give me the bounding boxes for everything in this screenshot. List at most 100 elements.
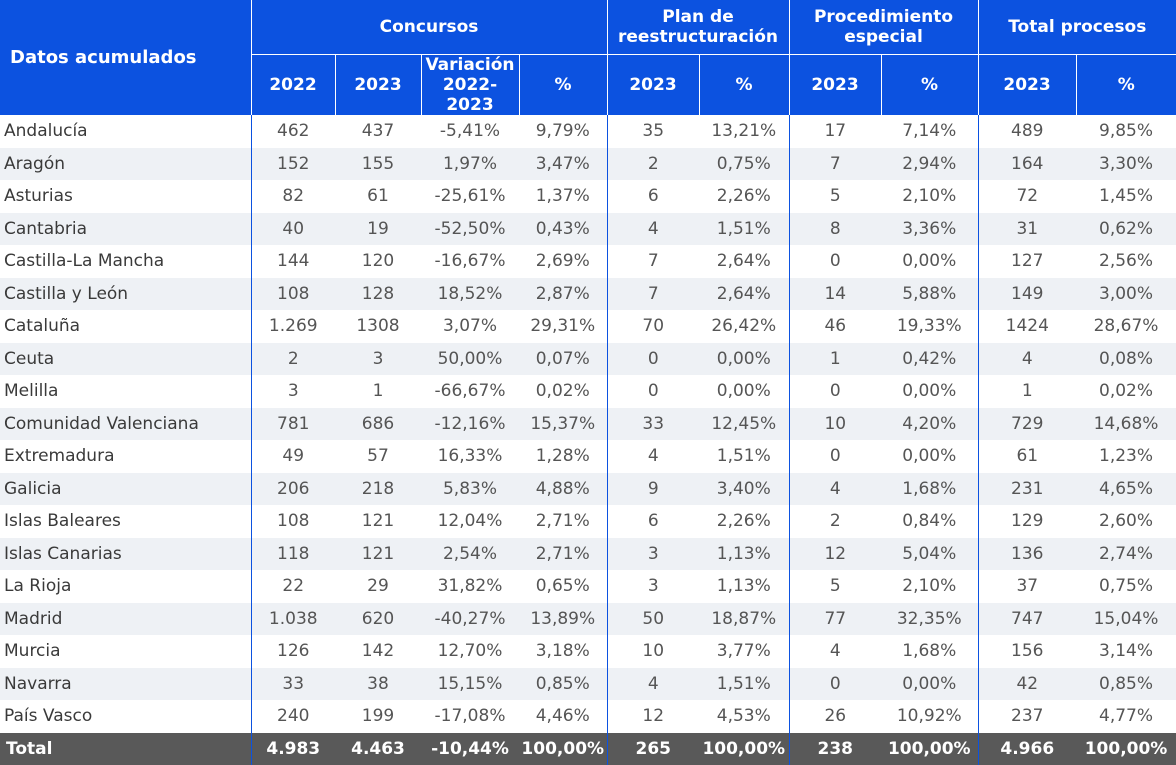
region-name: Cantabria xyxy=(0,212,251,245)
table-cell: 26,42% xyxy=(711,316,777,337)
table-cell: 747 xyxy=(977,602,1077,635)
table-cell: 206 xyxy=(250,472,335,505)
table-cell: 2,26% xyxy=(716,511,771,532)
table-cell: 72 xyxy=(977,180,1077,213)
table-cell: 0,85% xyxy=(1076,667,1176,700)
table-cell: 3 xyxy=(250,375,335,408)
table-cell: 1,13% xyxy=(716,576,771,597)
table-cell: 2,64% xyxy=(699,277,790,310)
table-cell: 2 xyxy=(788,505,882,538)
table-cell: 156 xyxy=(977,635,1077,668)
region-name: Castilla y León xyxy=(0,277,251,310)
table-cell: 2,10% xyxy=(902,576,957,597)
total-cell: 100,00% xyxy=(881,732,979,765)
table-cell: 10,92% xyxy=(896,706,962,727)
table-cell: 2,87% xyxy=(519,277,607,310)
table-cell: 3,40% xyxy=(699,472,790,505)
table-cell: 2 xyxy=(606,147,699,180)
table-cell: 77 xyxy=(788,602,882,635)
table-cell: 3,47% xyxy=(519,147,607,180)
header-corner: Datos acumulados xyxy=(0,0,251,115)
region-name: Aragón xyxy=(0,147,251,180)
group-plan: Plan de reestructuración xyxy=(606,0,790,55)
table-cell: 2,54% xyxy=(421,537,519,570)
table-cell: 31,82% xyxy=(437,576,503,597)
table-cell: 3,36% xyxy=(881,212,979,245)
total-cell: -10,44% xyxy=(421,732,519,765)
table-cell: 3,77% xyxy=(716,641,771,662)
table-cell: 28,67% xyxy=(1093,316,1159,337)
table-cell: 2,26% xyxy=(716,186,771,207)
table-row: País Vasco 240 199 -17,08% 4,46% 12 4,53% 26 10,… xyxy=(0,700,1176,733)
table-cell: 4 xyxy=(606,667,699,700)
table-cell: 70 xyxy=(606,310,699,343)
table-cell: 0,43% xyxy=(519,212,607,245)
table-cell: 240 xyxy=(250,700,335,733)
column-header: Variación 2022-2023 xyxy=(420,54,519,115)
table-cell: 12 xyxy=(788,537,882,570)
table-cell: 4,77% xyxy=(1099,706,1154,727)
table-cell: 0,00% xyxy=(902,381,957,402)
column-header: 2023 xyxy=(977,54,1077,115)
region-name: Castilla-La Mancha xyxy=(4,251,165,272)
table-cell: 7 xyxy=(606,277,699,310)
region-name: Comunidad Valenciana xyxy=(0,407,251,440)
region-name: Madrid xyxy=(0,602,251,635)
table-cell: 13,89% xyxy=(519,602,607,635)
table-cell: 37 xyxy=(977,570,1077,603)
table-cell: 2,60% xyxy=(1099,511,1154,532)
table-cell: 12,70% xyxy=(437,641,503,662)
table-cell: 1,51% xyxy=(699,667,790,700)
table-cell: -12,16% xyxy=(421,407,519,440)
table-cell: 4,46% xyxy=(535,706,590,727)
table-cell: 1,13% xyxy=(699,537,790,570)
table-cell: 1424 xyxy=(977,310,1077,343)
table-cell: 1.038 xyxy=(250,602,335,635)
table-cell: 2 xyxy=(250,342,335,375)
group-total: Total procesos xyxy=(977,0,1176,55)
table-cell: 2,69% xyxy=(535,251,590,272)
region-name: Navarra xyxy=(0,667,251,700)
table-cell: 14,68% xyxy=(1076,407,1176,440)
region-name: Melilla xyxy=(4,381,59,402)
table-row: Castilla y León 108 128 18,52% 2,87% 7 2,64% 14… xyxy=(0,277,1176,310)
region-name: La Rioja xyxy=(4,576,72,597)
table-cell: 12 xyxy=(606,700,699,733)
table-cell: 46 xyxy=(788,310,882,343)
table-cell: 0 xyxy=(788,667,882,700)
table-cell: 0 xyxy=(788,375,882,408)
table-cell: 1308 xyxy=(356,316,400,337)
table-cell: 2,74% xyxy=(1076,537,1176,570)
table-cell: 9,85% xyxy=(1099,121,1154,142)
table-cell: 15,15% xyxy=(421,667,519,700)
group-concursos: Concursos xyxy=(250,0,607,55)
table-cell: 4 xyxy=(606,212,699,245)
region-name: Galicia xyxy=(0,472,251,505)
table-cell: -52,50% xyxy=(421,212,519,245)
table-cell: 12,45% xyxy=(699,407,790,440)
table-cell: 0,00% xyxy=(881,667,979,700)
table-row: Melilla 3 1 -66,67% 0,02% 0 0,00% 0 0,00% 1 0,02% xyxy=(0,375,1176,408)
table-cell: 33 xyxy=(606,407,699,440)
table-cell: 1,68% xyxy=(902,641,957,662)
table-cell: 8 xyxy=(788,212,882,245)
table-cell: 0 xyxy=(788,245,882,278)
table-cell: 2,56% xyxy=(1099,251,1154,272)
table-cell: 3,14% xyxy=(1099,641,1154,662)
column-header: 2023 xyxy=(606,54,699,115)
table-cell: 0 xyxy=(606,342,699,375)
region-name: Andalucía xyxy=(4,121,88,142)
table-cell: 0 xyxy=(606,375,699,408)
table-cell: 120 xyxy=(361,251,395,272)
table-cell: 0,00% xyxy=(699,342,790,375)
table-cell: 142 xyxy=(361,641,395,662)
table-cell: 121 xyxy=(335,537,421,570)
table-cell: 0,75% xyxy=(699,147,790,180)
table-cell: 14 xyxy=(788,277,882,310)
table-cell: 3,07% xyxy=(442,316,497,337)
table-cell: 3,30% xyxy=(1076,147,1176,180)
table-cell: 2,64% xyxy=(716,251,771,272)
table-cell: 6 xyxy=(606,180,699,213)
table-cell: 237 xyxy=(977,700,1077,733)
total-cell: 100,00% xyxy=(1076,732,1176,765)
